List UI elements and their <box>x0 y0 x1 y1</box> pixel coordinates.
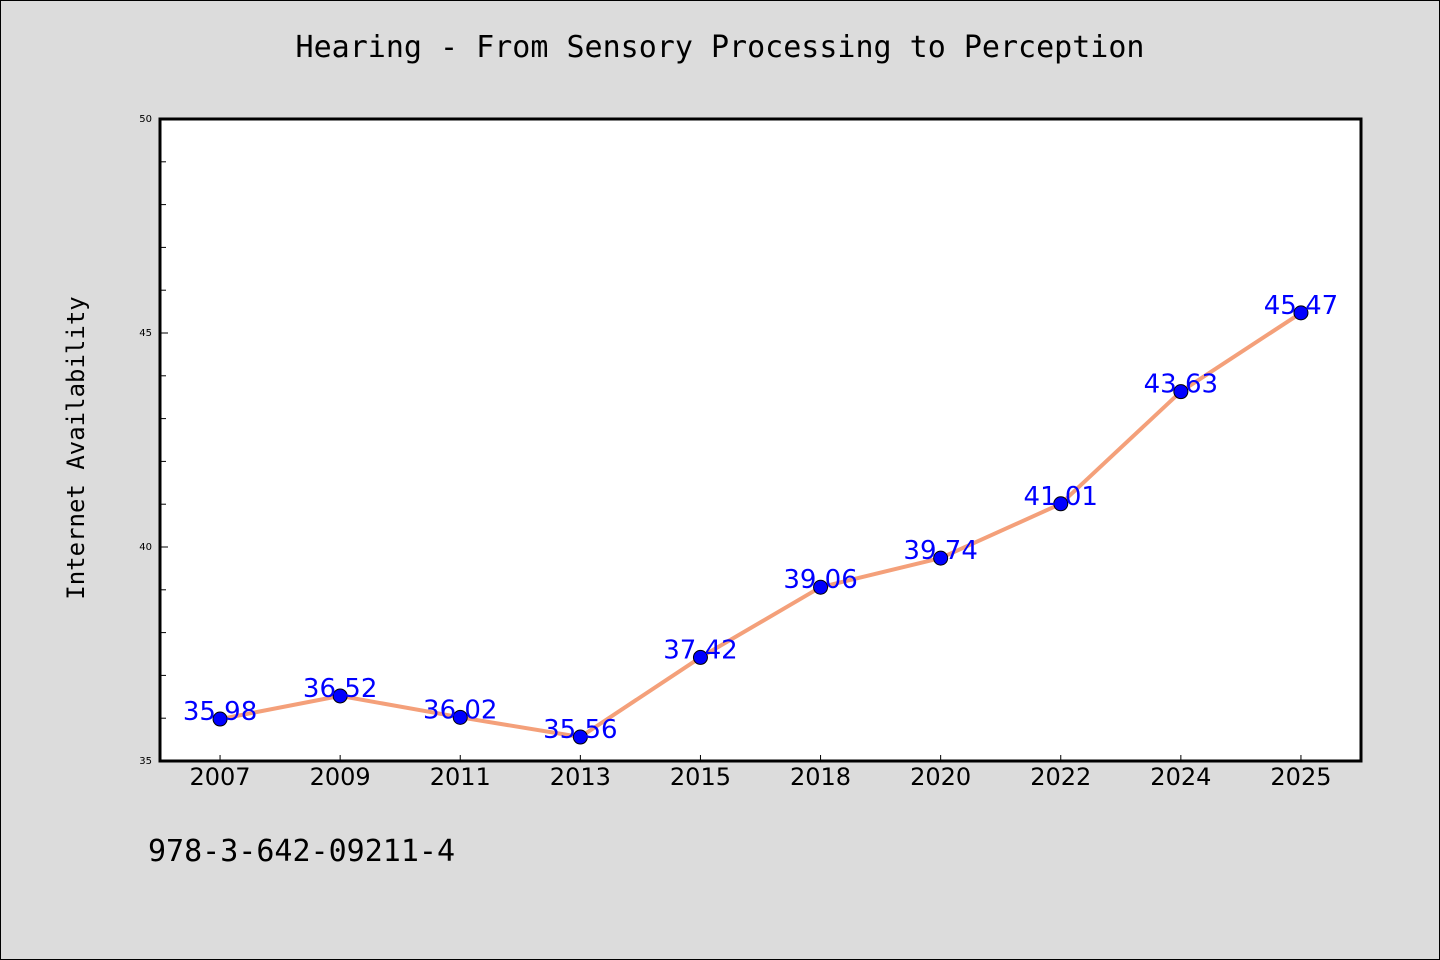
data-point <box>692 649 708 665</box>
data-label: 35.56 <box>543 715 617 745</box>
x-tick-label: 2011 <box>430 763 491 791</box>
data-label: 39.06 <box>783 565 857 595</box>
isbn-text: 978-3-642-09211-4 <box>148 834 456 869</box>
data-label: 43.63 <box>1144 370 1218 400</box>
x-tick-label: 2009 <box>310 763 371 791</box>
x-axis: 2007 2009 2011 2013 2015 2018 2020 2022 2024 2025 <box>190 755 1331 791</box>
chart-title: Hearing - From Sensory Processing to Per… <box>295 30 1145 65</box>
y-tick-label: 45 <box>139 328 152 339</box>
data-labels: 35.98 36.52 36.02 35.56 37.42 39.06 39.74 41.01… <box>183 291 1338 745</box>
x-tick-label: 2024 <box>1150 763 1211 791</box>
x-tick-label: 2015 <box>670 763 731 791</box>
data-point <box>572 729 588 745</box>
y-tick-label: 35 <box>139 756 152 767</box>
plot-area <box>158 117 1363 763</box>
data-point <box>332 688 348 704</box>
data-label: 35.98 <box>183 697 257 727</box>
x-tick-label: 2018 <box>790 763 851 791</box>
data-label: 45.47 <box>1264 291 1338 321</box>
x-tick-label: 2025 <box>1270 763 1331 791</box>
x-tick-label: 2022 <box>1030 763 1091 791</box>
x-tick-label: 2020 <box>910 763 971 791</box>
y-axis: 35 40 45 50 <box>139 114 168 767</box>
data-label: 36.02 <box>423 695 497 725</box>
x-tick-label: 2007 <box>190 763 251 791</box>
data-point <box>452 709 468 725</box>
data-point <box>1293 305 1309 321</box>
data-label: 39.74 <box>903 536 977 566</box>
y-tick-label: 40 <box>139 542 152 553</box>
data-label: 41.01 <box>1024 482 1098 512</box>
data-point <box>933 550 949 566</box>
data-label: 37.42 <box>663 635 737 665</box>
series-line <box>218 310 1303 739</box>
data-point <box>1053 496 1069 512</box>
y-tick-label: 50 <box>139 114 152 125</box>
x-tick-label: 2013 <box>550 763 611 791</box>
data-point <box>212 711 228 727</box>
data-point <box>1173 384 1189 400</box>
data-label: 36.52 <box>303 674 377 704</box>
series-line-group <box>212 305 1309 745</box>
data-point <box>813 579 829 595</box>
